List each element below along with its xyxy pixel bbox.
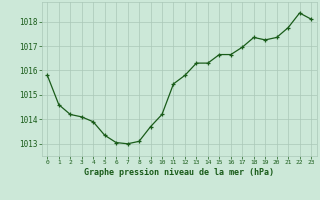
X-axis label: Graphe pression niveau de la mer (hPa): Graphe pression niveau de la mer (hPa) (84, 168, 274, 177)
